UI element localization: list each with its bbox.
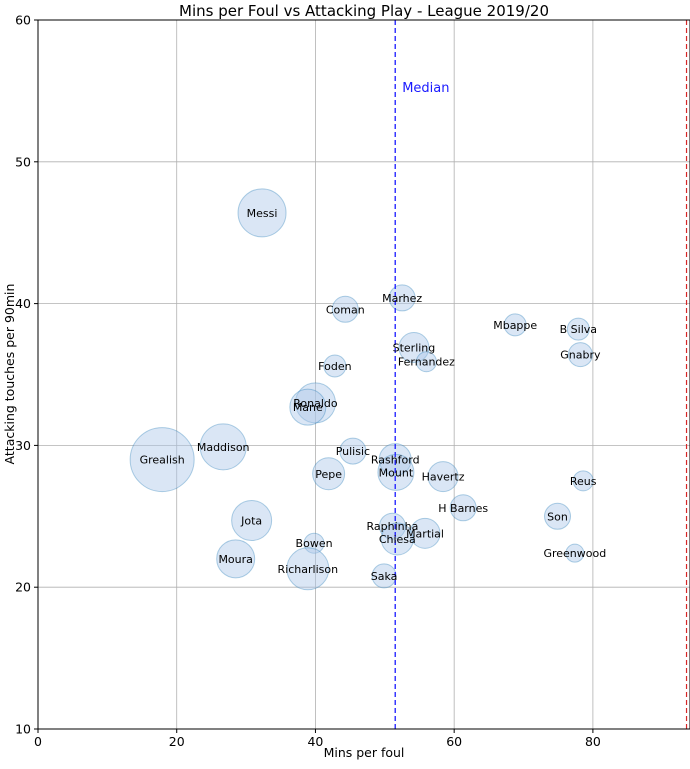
point-label: Sterling [393, 342, 436, 355]
point-labels: Messi Marhez Coman Mbappe B Silva Sterling Gna… [140, 207, 607, 583]
bubble-point [567, 342, 593, 368]
bubble-point [378, 443, 412, 477]
bubble-point [231, 500, 273, 542]
bubble-point [572, 470, 594, 492]
point-label: H Barnes [438, 502, 488, 515]
bubble-point [409, 517, 441, 549]
x-tick-label: 20 [169, 734, 185, 749]
point-label: Foden [318, 360, 351, 373]
x-tick-label: 80 [585, 734, 601, 749]
point-label: Chiesa [379, 533, 416, 546]
y-tick-label: 10 [15, 722, 31, 737]
point-label: Pulisic [336, 445, 370, 458]
plot-frame [37, 19, 690, 730]
grid-lines [37, 19, 690, 730]
bubble-point [398, 332, 430, 364]
point-label: Raphinha [367, 520, 419, 533]
x-tick-label: 40 [307, 734, 323, 749]
bubble-point [294, 382, 336, 424]
point-label: Moura [218, 553, 252, 566]
point-label: Fernandez [398, 356, 455, 369]
bubble-point [312, 457, 346, 491]
point-label: Richarlison [278, 563, 339, 576]
bubble-point [378, 512, 406, 540]
bubble-point [377, 453, 415, 491]
point-label: Pepe [315, 468, 342, 481]
bubble-point [286, 547, 330, 591]
bubble-point [237, 188, 287, 238]
bubble-point [566, 317, 590, 341]
y-tick-label: 60 [15, 13, 31, 28]
reference-lines: Median [394, 20, 688, 729]
point-label: Ronaldo [293, 397, 338, 410]
point-label: Messi [247, 207, 278, 220]
point-label: Marhez [382, 292, 422, 305]
point-label: Son [547, 510, 568, 523]
bubble-point [303, 532, 325, 554]
bubble-point [380, 522, 414, 556]
bubble-point [331, 295, 359, 323]
x-tick-label: 0 [34, 734, 42, 749]
bubble-point [216, 539, 256, 579]
point-label: Mount [379, 466, 414, 479]
bubble-point [199, 423, 247, 471]
bubble-point [565, 543, 585, 563]
axis-ticks: 0 20 40 60 80 10 20 30 40 50 60 [15, 13, 601, 750]
point-label: Greenwood [543, 547, 606, 560]
x-axis-label: Mins per foul [324, 745, 405, 760]
chart-title: Mins per Foul vs Attacking Play - League… [179, 2, 549, 20]
point-label: Jota [240, 515, 262, 528]
point-label: Havertz [422, 471, 465, 484]
point-label: Bowen [296, 537, 333, 550]
point-label: Reus [570, 475, 597, 488]
point-label: Maddison [197, 441, 250, 454]
y-tick-label: 50 [15, 154, 31, 169]
bubble-point [544, 502, 572, 530]
point-label: Rashford [371, 454, 420, 467]
bubble-point [415, 351, 437, 373]
point-label: Gnabry [560, 349, 601, 362]
y-tick-label: 40 [15, 296, 31, 311]
x-tick-label: 60 [446, 734, 462, 749]
bubble-point [427, 461, 459, 493]
bubble-point [371, 563, 397, 589]
point-label: Mbappe [493, 319, 537, 332]
y-tick-label: 30 [15, 438, 31, 453]
median-label: Median [402, 81, 449, 96]
bubble-layer [129, 188, 594, 591]
point-label: Grealish [140, 454, 185, 467]
point-label: Coman [326, 303, 365, 316]
point-label: Saka [371, 570, 398, 583]
bubble-point [289, 388, 327, 426]
bubble-point [129, 427, 195, 493]
bubble-point [449, 494, 477, 522]
point-label: Mane [293, 401, 323, 414]
bubble-point [323, 354, 347, 378]
y-axis-label: Attacking touches per 90min [2, 284, 17, 465]
y-tick-label: 20 [15, 580, 31, 595]
bubble-point [339, 437, 367, 465]
point-label: Martial [406, 527, 444, 540]
bubble-point [503, 313, 527, 337]
point-label: B Silva [560, 323, 597, 336]
